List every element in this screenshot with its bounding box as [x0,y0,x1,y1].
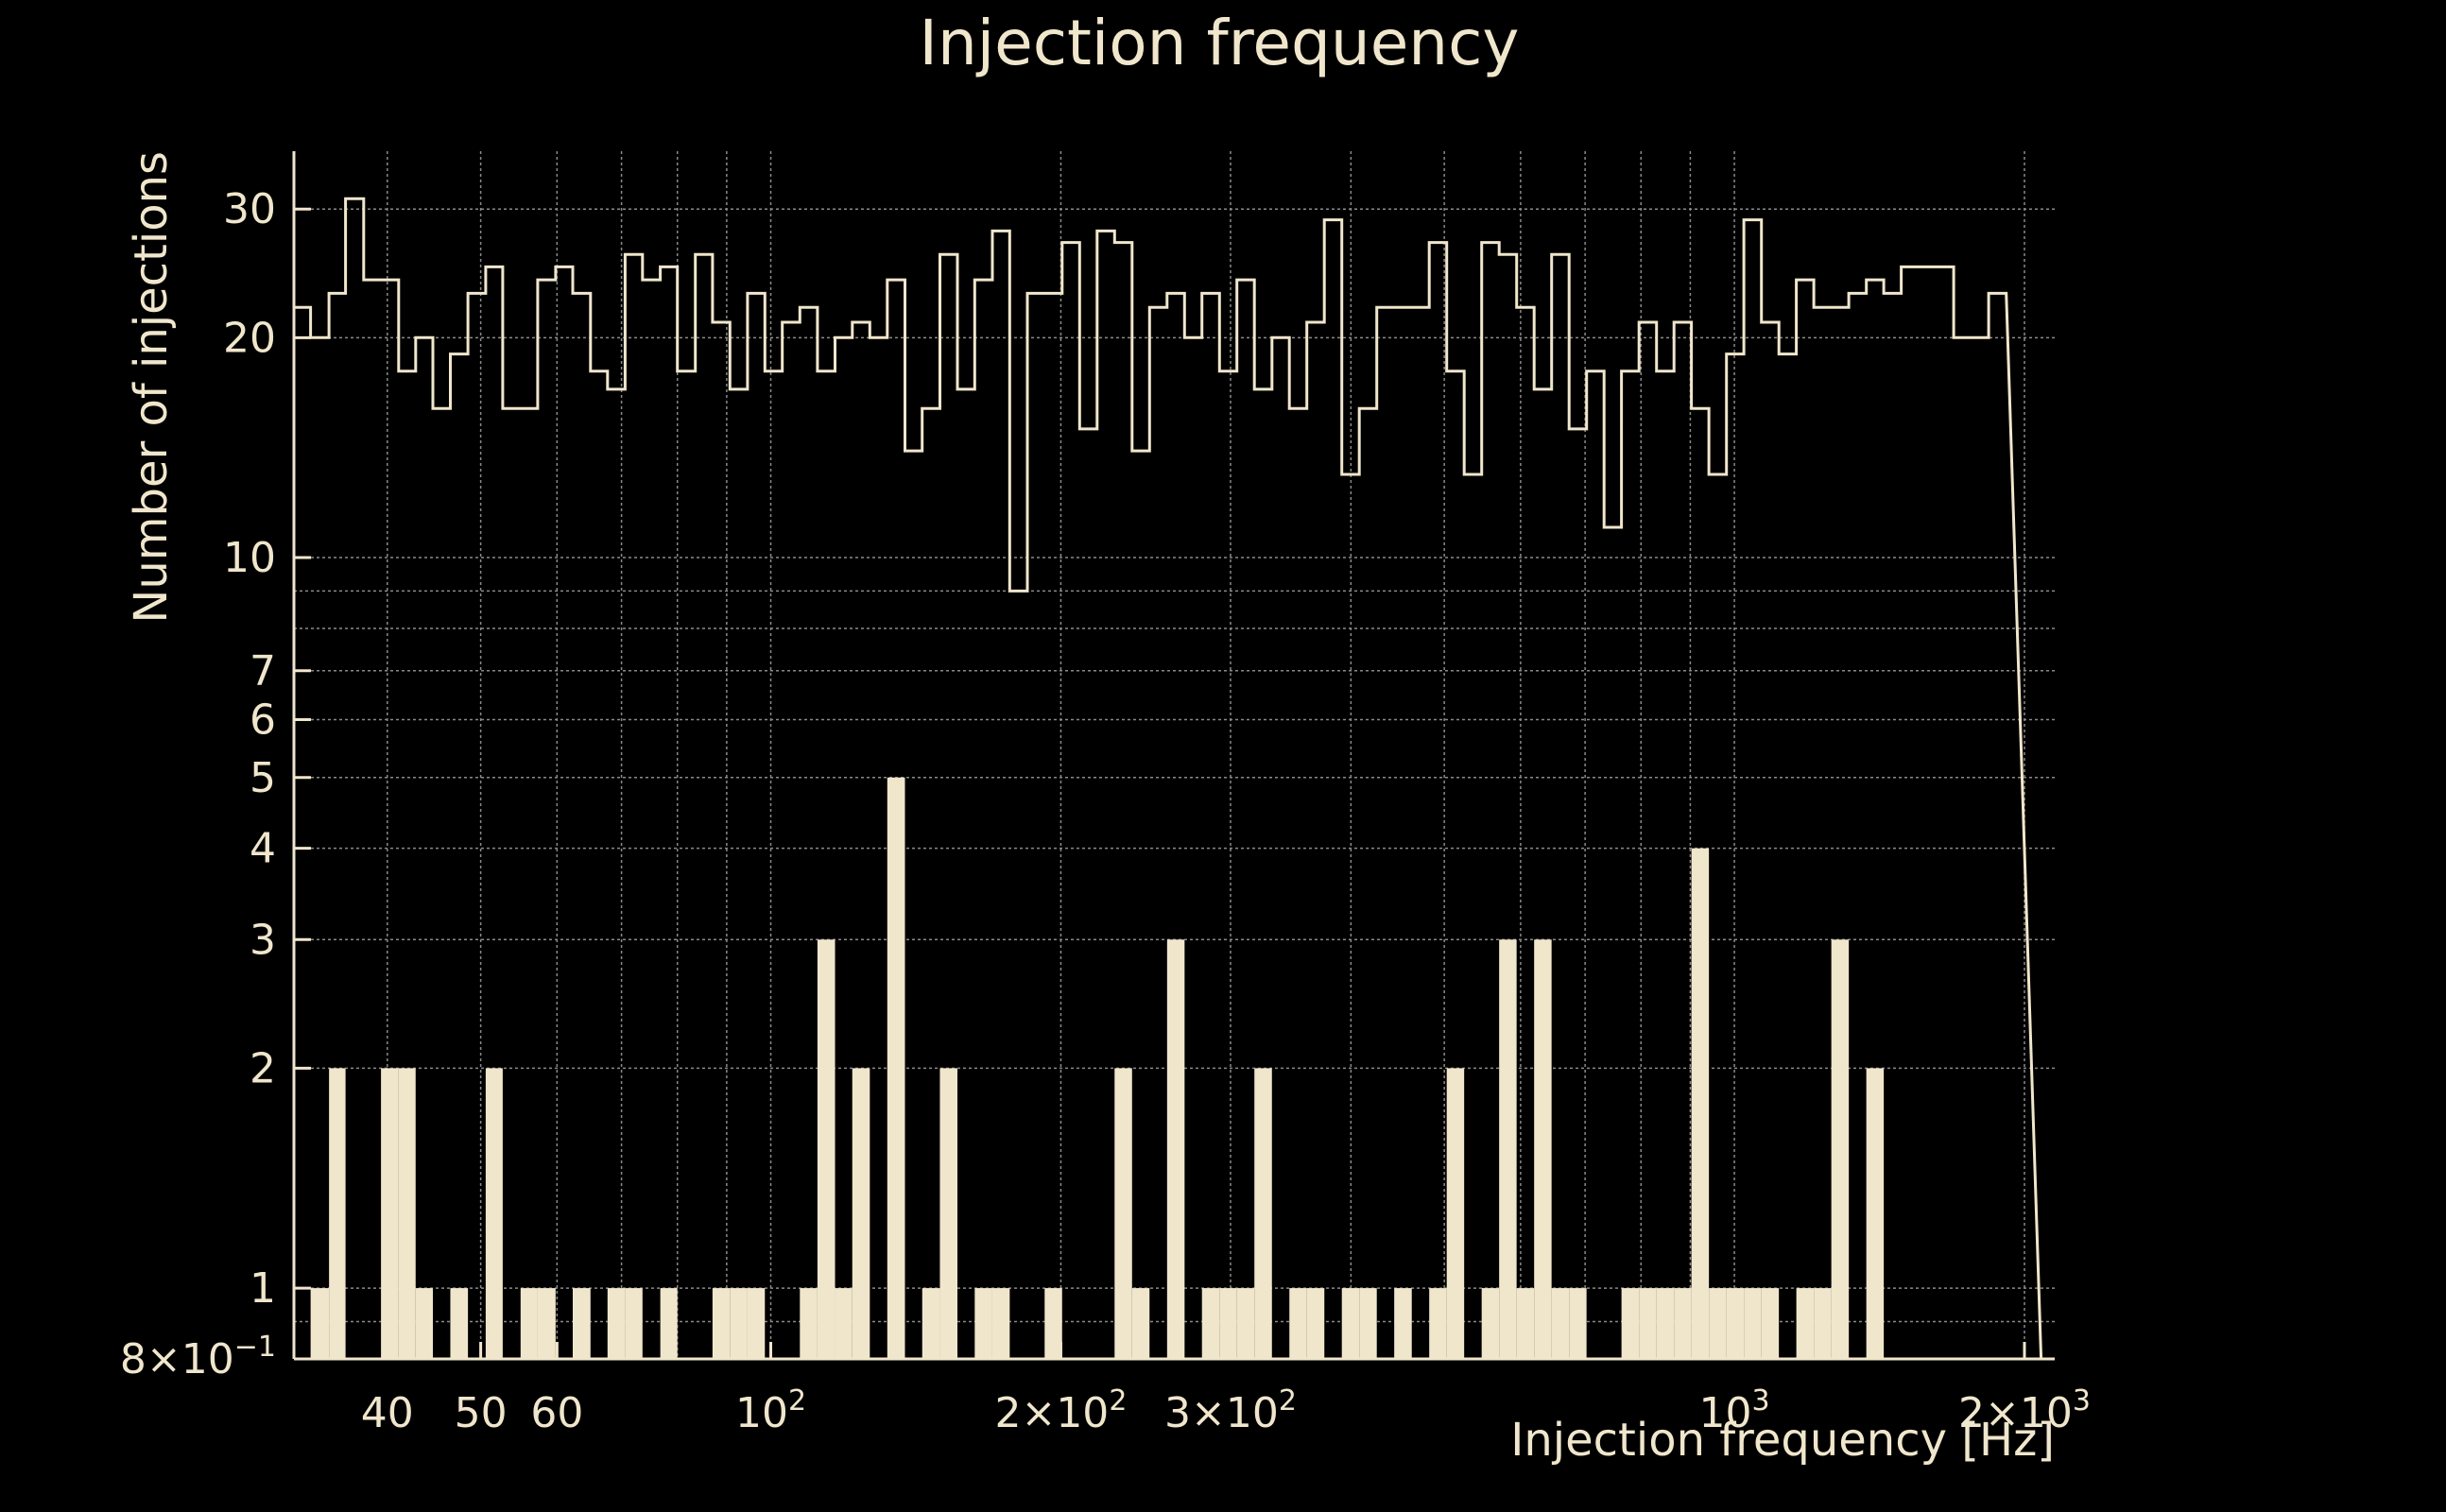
histogram-bar [1551,1288,1570,1359]
histogram-bar [1359,1288,1377,1359]
histogram-bar [1866,1068,1885,1359]
y-tick-label: 20 [223,314,276,362]
tick-exponent: 3 [2073,1384,2091,1418]
histogram-bar [1674,1288,1692,1359]
histogram-bar [747,1288,766,1359]
x-tick-label: 103 [1699,1384,1770,1437]
x-tick-label: 60 [530,1389,583,1437]
tick-labels: 40 50 60 102 2×102 3×102 103 2×1038×10−11234567… [120,185,2091,1437]
y-tick-label: 5 [250,754,276,802]
y-tick-label: 30 [223,185,276,233]
histogram-bar [817,939,835,1359]
histogram-bar [1639,1288,1657,1359]
histogram-bar [1516,1288,1535,1359]
tick-exponent: 3 [1752,1384,1770,1418]
histogram-bar [1394,1288,1412,1359]
histogram-bar [572,1288,591,1359]
x-axis-label: Injection frequency [Hz] [1510,1414,2055,1467]
histogram-bar [922,1288,940,1359]
histogram-bar [1534,939,1552,1359]
histogram-bar [450,1288,469,1359]
histogram-bar [1166,939,1185,1359]
chart-title: Injection frequency [920,7,1520,79]
tick-exponent: 2 [788,1384,806,1418]
histogram-bar [1726,1288,1745,1359]
histogram-bar [660,1288,678,1359]
histogram-bar [1569,1288,1587,1359]
histogram-bar [398,1068,416,1359]
histogram-bar [1114,1068,1132,1359]
histogram-bar [939,1068,957,1359]
histogram-bar [1499,939,1517,1359]
histogram-bar [1306,1288,1325,1359]
x-tick-label: 2×102 [994,1384,1127,1437]
histogram-bar [415,1288,434,1359]
histogram-bar [537,1288,556,1359]
histogram-bar [835,1288,853,1359]
y-tick-label: 7 [250,647,276,696]
histogram-bar [1131,1288,1150,1359]
tick-exponent: 2 [1279,1384,1297,1418]
histogram-bar [1709,1288,1727,1359]
histogram-bar [1656,1288,1675,1359]
filled-histogram [310,777,1885,1359]
tick-exponent: 2 [1109,1384,1127,1418]
histogram-bar [1201,1288,1220,1359]
histogram-bar [730,1288,748,1359]
histogram-bar [607,1288,626,1359]
x-tick-label: 2×103 [1958,1384,2091,1437]
y-tick-label: 3 [250,916,276,964]
tick-exponent: −1 [234,1331,276,1364]
histogram-bar [974,1288,992,1359]
y-tick-label: 10 [223,534,276,582]
y-tick-label: 4 [250,825,276,873]
y-tick-label: 8×10−1 [120,1331,276,1383]
histogram-outline [294,197,2043,1360]
histogram-bar [1429,1288,1447,1359]
histogram-bar [800,1288,818,1359]
histogram-bar [1831,939,1850,1359]
histogram-bar [991,1288,1010,1359]
y-tick-label: 1 [250,1264,276,1313]
histogram-bar [625,1288,643,1359]
histogram-bar [1044,1288,1062,1359]
axes [292,151,2055,1361]
histogram-bar [1341,1288,1360,1359]
x-tick-label: 3×102 [1164,1384,1297,1437]
histogram-bar [1446,1068,1465,1359]
histogram-bar [852,1068,870,1359]
histogram-bar [712,1288,731,1359]
histogram-bar [1761,1288,1780,1359]
histogram-bar [485,1068,503,1359]
x-tick-label: 40 [361,1389,414,1437]
histogram-bar [1691,848,1710,1359]
y-axis-label: Number of injections [125,151,178,624]
outline-histogram [294,197,2043,1360]
histogram-bar [1236,1288,1255,1359]
y-tick-label: 2 [250,1044,276,1092]
histogram-bar [1621,1288,1640,1359]
histogram-bar [1744,1288,1762,1359]
histogram-bar [520,1288,538,1359]
histogram-bar [381,1068,399,1359]
histogram-bar [1289,1288,1307,1359]
x-tick-label: 50 [455,1389,508,1437]
histogram-bar [1219,1288,1237,1359]
histogram-bar [887,777,905,1359]
histogram-bar [310,1288,330,1359]
y-tick-label: 6 [250,696,276,745]
histogram-bar [1814,1288,1832,1359]
histogram-bar [329,1068,346,1359]
histogram-bar [1254,1068,1272,1359]
histogram-bar [1796,1288,1815,1359]
histogram-bar [1481,1288,1500,1359]
